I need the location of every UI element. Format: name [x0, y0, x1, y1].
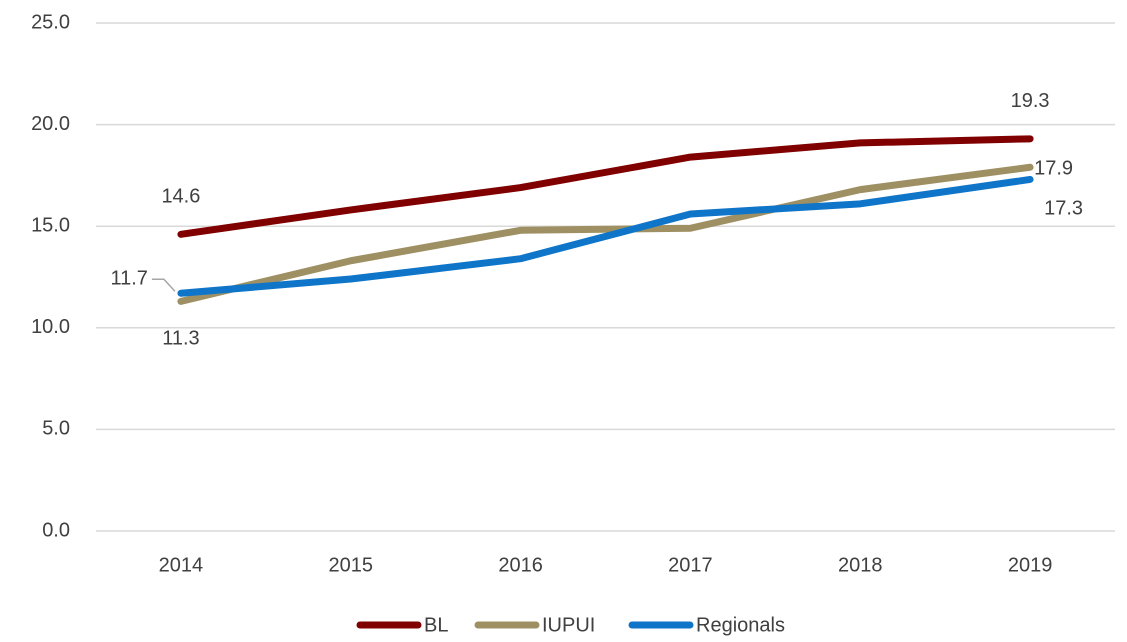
y-tick-label: 15.0	[31, 214, 70, 236]
y-tick-label: 0.0	[42, 519, 70, 541]
data-label: 14.6	[161, 186, 200, 208]
data-label: 17.3	[1044, 198, 1083, 220]
y-tick-label: 20.0	[31, 113, 70, 135]
x-tick-label: 2015	[329, 554, 374, 576]
leader-line	[151, 278, 176, 292]
legend-label: BL	[424, 614, 448, 636]
line-series	[177, 135, 1034, 238]
data-label: 19.3	[1011, 90, 1050, 112]
line-series	[177, 175, 1034, 297]
x-tick-label: 2016	[498, 554, 543, 576]
y-tick-label: 5.0	[42, 418, 70, 440]
x-tick-label: 2017	[668, 554, 713, 576]
data-label: 17.9	[1034, 158, 1073, 180]
legend-label: Regionals	[696, 614, 785, 636]
x-tick-label: 2014	[159, 554, 204, 576]
x-tick-label: 2019	[1008, 554, 1053, 576]
data-label: 11.3	[162, 328, 199, 350]
y-tick-label: 25.0	[31, 11, 70, 33]
legend-label: IUPUI	[542, 614, 595, 636]
y-tick-label: 10.0	[31, 316, 70, 338]
line-series	[177, 163, 1034, 305]
data-label: 11.7	[110, 268, 147, 290]
x-tick-label: 2018	[838, 554, 883, 576]
